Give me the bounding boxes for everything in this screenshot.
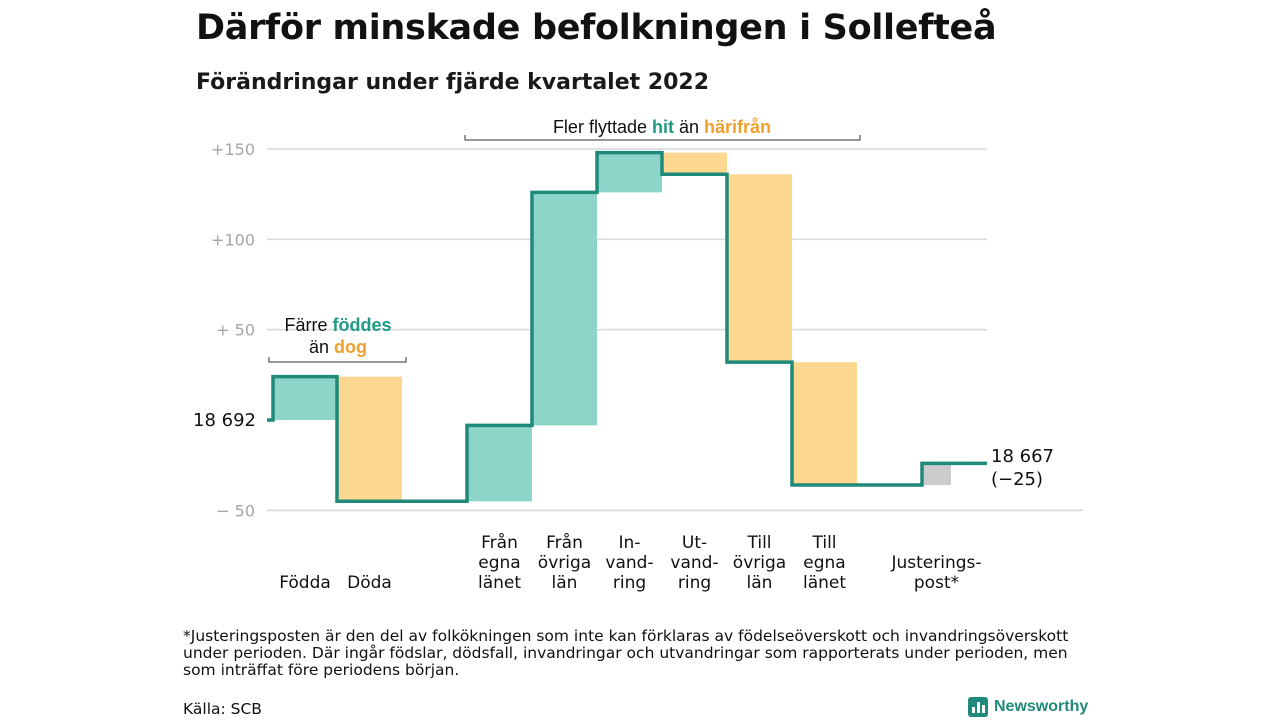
births-annotation-line1: Färre föddes xyxy=(284,315,391,335)
waterfall-bar xyxy=(273,376,337,420)
start-value-label: 18 692 xyxy=(193,410,256,431)
waterfall-bar xyxy=(532,192,597,426)
footnote: *Justeringsposten är den del av folkökni… xyxy=(183,627,1069,679)
x-category-label: Från egna länet xyxy=(478,532,521,593)
migration-bracket xyxy=(464,135,861,141)
waterfall-bar xyxy=(792,362,857,486)
x-category-label: Justerings-post* xyxy=(890,553,981,593)
end-value-label: 18 667 xyxy=(991,446,1054,467)
chart-title: Därför minskade befolkningen i Sollefteå xyxy=(196,8,997,48)
y-tick-label: + 50 xyxy=(216,321,255,340)
x-category-label: Till egna länet xyxy=(803,533,846,593)
source-label: Källa: SCB xyxy=(183,700,262,718)
x-category-label: Från övriga län xyxy=(538,532,591,593)
waterfall-bar xyxy=(467,425,532,502)
y-tick-label: − 50 xyxy=(216,501,255,520)
waterfall-bar xyxy=(597,152,662,193)
births-annotation-line2: än dog xyxy=(309,337,367,357)
waterfall-chart: +150 +100 + 50 − 50 18 692 18 667(−25) Födda Dö… xyxy=(193,117,1083,593)
brand-logo: Newsworthy xyxy=(968,697,1088,717)
brand-name: Newsworthy xyxy=(994,698,1089,715)
migration-annotation: Fler flyttade hit än härifrån xyxy=(553,117,771,137)
bar-chart-icon xyxy=(968,697,988,717)
x-category-label: Ut-vand-ring xyxy=(670,533,718,593)
x-category-label: In-vand-ring xyxy=(605,533,653,593)
births-bracket xyxy=(268,357,407,363)
waterfall-bar xyxy=(727,174,792,363)
waterfall-bar xyxy=(922,463,951,486)
waterfall-bar xyxy=(662,152,727,175)
x-category-label: Döda xyxy=(347,573,392,593)
x-category-label: Födda xyxy=(279,573,331,593)
y-tick-label: +100 xyxy=(211,230,255,249)
end-change-label: (−25) xyxy=(991,469,1043,490)
chart-subtitle: Förändringar under fjärde kvartalet 2022 xyxy=(196,70,710,95)
y-tick-label: +150 xyxy=(211,140,255,159)
x-category-label: Till övriga län xyxy=(733,533,786,593)
population-line xyxy=(267,150,987,504)
waterfall-bar xyxy=(337,376,402,502)
